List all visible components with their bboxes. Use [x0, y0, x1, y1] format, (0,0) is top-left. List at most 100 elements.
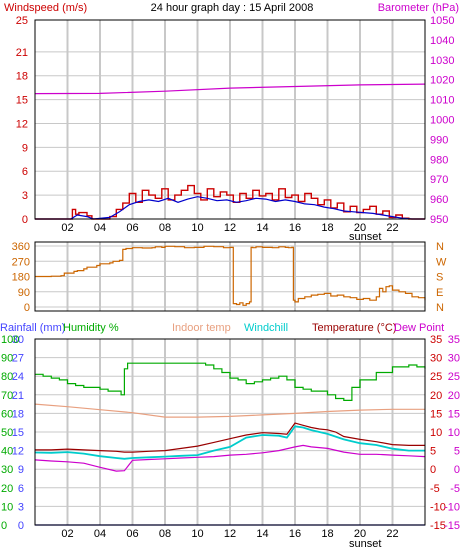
- temperature-tick-label: 35: [430, 334, 442, 346]
- humidity-tick-label: 10: [1, 501, 13, 513]
- x-tick-label: 18: [321, 528, 333, 540]
- barometer-tick-label: 960: [430, 194, 448, 206]
- direction-degree-label: 180: [12, 272, 30, 284]
- windspeed-tick-label: 21: [16, 47, 28, 59]
- dew-point-tick-label: 35: [448, 334, 460, 346]
- windspeed-tick-label: 15: [16, 95, 28, 107]
- barometer-tick-label: 1020: [430, 75, 454, 87]
- x-tick-label: 22: [386, 528, 398, 540]
- x-tick-label: 08: [159, 222, 171, 234]
- windspeed-axis-label: Windspeed (m/s): [4, 2, 87, 14]
- x-tick-label: 02: [61, 222, 73, 234]
- sunset-marker-bottom: sunset: [349, 538, 381, 550]
- x-tick-label: 06: [126, 528, 138, 540]
- barometer-tick-label: 970: [430, 174, 448, 186]
- temperature-ticks: -15 -10 -5 0 5 10 15 20 25 30 35: [430, 334, 446, 532]
- legend-entry: Temperature (°C): [312, 322, 396, 334]
- temperature-humidity-frame: [34, 338, 426, 526]
- barometer-axis-label: Barometer (hPa): [378, 2, 459, 14]
- dew-point-tick-label: 30: [448, 353, 460, 365]
- legend-entry: Windchill: [244, 322, 288, 334]
- rainfall-tick-label: 0: [18, 520, 24, 532]
- barometer-tick-label: 990: [430, 134, 448, 146]
- x-tick-label: 12: [224, 528, 236, 540]
- wind-barometer-grid: [35, 19, 425, 220]
- rainfall-tick-label: 18: [12, 408, 24, 420]
- dew-point-tick-label: 25: [448, 371, 460, 383]
- x-tick-label: 22: [386, 222, 398, 234]
- dew-point-tick-label: 20: [448, 390, 460, 402]
- rainfall-tick-label: 15: [12, 427, 24, 439]
- series-temperature-c-: [35, 422, 425, 453]
- series-barometer: [34, 83, 426, 95]
- windspeed-tick-label: 9: [22, 142, 28, 154]
- x-tick-label: 12: [224, 222, 236, 234]
- direction-degree-label: 90: [18, 287, 30, 299]
- legend-entry: Indoor temp: [172, 322, 231, 334]
- x-tick-label: 16: [289, 528, 301, 540]
- rainfall-ticks: 0 3 6 9 12 15 18 21 24 27 30: [12, 334, 24, 532]
- x-tick-label: 14: [256, 222, 268, 234]
- humidity-tick-label: 70: [1, 390, 13, 402]
- temperature-tick-label: 20: [430, 390, 442, 402]
- direction-compass-label: N: [436, 241, 444, 253]
- legend-entry: Humidity %: [63, 322, 119, 334]
- dew-point-tick-label: 5: [454, 446, 460, 458]
- temperature-humidity-grid: [35, 338, 425, 526]
- humidity-tick-label: 100: [1, 334, 19, 346]
- panel1-x-ticks: 02 04 06 08 10 12 14 16 18 20 22: [61, 222, 398, 234]
- direction-compass-label: N: [436, 302, 444, 314]
- temperature-tick-label: 30: [430, 353, 442, 365]
- direction-degree-label: 270: [12, 256, 30, 268]
- x-tick-label: 14: [256, 528, 268, 540]
- windspeed-tick-label: 25: [16, 15, 28, 27]
- series-dew-point: [34, 444, 426, 472]
- windspeed-ticks: 0 3 6 9 12 15 18 21 25: [16, 15, 28, 226]
- series-humidity-: [35, 362, 426, 401]
- dew-point-tick-label: -5: [450, 483, 460, 495]
- rainfall-tick-label: 27: [12, 353, 24, 365]
- barometer-tick-label: 1000: [430, 115, 454, 127]
- temperature-tick-label: -5: [430, 483, 440, 495]
- direction-degree-ticks: 0 90 180 270 360: [12, 241, 30, 314]
- x-tick-label: 18: [321, 222, 333, 234]
- humidity-tick-label: 20: [1, 483, 13, 495]
- x-tick-label: 08: [159, 528, 171, 540]
- dew-point-tick-label: 10: [448, 427, 460, 439]
- series-windspeed-average: [35, 196, 425, 220]
- humidity-ticks: 0 10 20 30 40 50 60 70 80 90 100: [1, 334, 19, 532]
- humidity-tick-label: 0: [1, 520, 7, 532]
- sunset-marker-top: sunset: [349, 231, 381, 243]
- x-tick-label: 10: [191, 528, 203, 540]
- direction-compass-label: W: [436, 256, 447, 268]
- humidity-tick-label: 80: [1, 371, 13, 383]
- humidity-tick-label: 40: [1, 446, 13, 458]
- barometer-tick-label: 1050: [430, 15, 454, 27]
- humidity-tick-label: 30: [1, 464, 13, 476]
- direction-degree-label: 360: [12, 241, 30, 253]
- wind-barometer-panel: Windspeed (m/s) 24 hour graph day : 15 A…: [4, 2, 459, 243]
- temperature-humidity-panel: Rainfall (mm)Humidity % Indoor temp Windch…: [0, 322, 460, 550]
- direction-degree-label: 0: [24, 302, 30, 314]
- barometer-tick-label: 1040: [430, 35, 454, 47]
- wind-barometer-series: [34, 83, 426, 220]
- series-windchill: [34, 425, 425, 460]
- temperature-tick-label: 15: [430, 408, 442, 420]
- direction-compass-label: S: [436, 272, 443, 284]
- dew-point-tick-label: -15: [444, 520, 460, 532]
- dew-point-tick-label: -10: [444, 501, 460, 513]
- barometer-tick-label: 1010: [430, 95, 454, 107]
- x-tick-label: 20: [354, 222, 366, 234]
- windspeed-tick-label: 12: [16, 118, 28, 130]
- legend-entry: Dew Point: [394, 322, 444, 334]
- dew-point-tick-label: 0: [454, 464, 460, 476]
- series-wind-direction: [35, 245, 426, 306]
- temperature-tick-label: 25: [430, 371, 442, 383]
- rainfall-tick-label: 12: [12, 446, 24, 458]
- series-indoor-temp: [34, 403, 425, 418]
- direction-compass-label: E: [436, 287, 443, 299]
- rainfall-tick-label: 30: [12, 334, 24, 346]
